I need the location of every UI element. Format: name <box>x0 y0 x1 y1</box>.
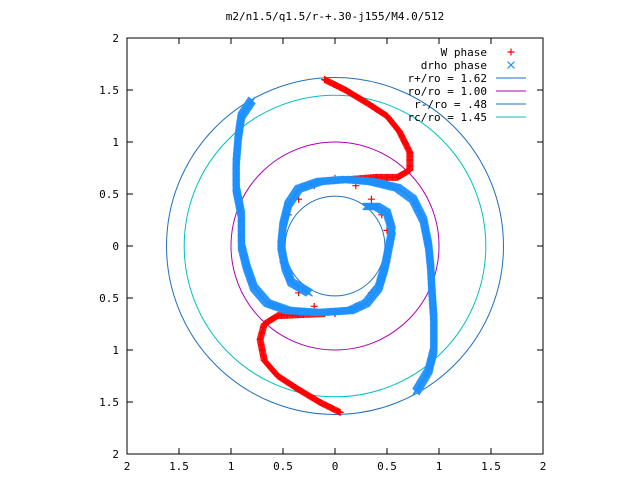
axes: 2 1.5 1 0.5 0 0.5 1 1.5 221.510.500.511.52 <box>99 32 546 473</box>
x-tick-label: 1 <box>436 460 443 473</box>
drho-phase-point <box>305 288 313 297</box>
x-tick-label: 0.5 <box>377 460 397 473</box>
reference-circles <box>166 77 504 415</box>
legend-label: r+/ro = 1.62 <box>408 72 487 85</box>
reference-circle <box>183 94 487 398</box>
reference-circle <box>166 77 504 415</box>
y-tick-label: 2 <box>112 448 119 461</box>
drho-phase-point <box>364 202 373 211</box>
y-tick-label: 0.5 <box>99 292 119 305</box>
drho-phase-point <box>365 202 374 211</box>
y-tick-label: 1 <box>112 344 119 357</box>
y-tick-label: 1 <box>112 136 119 149</box>
x-tick-label: 2 <box>124 460 131 473</box>
x-tick-label: 1.5 <box>169 460 189 473</box>
legend-label: rc/ro = 1.45 <box>408 111 487 124</box>
data-points <box>232 76 438 416</box>
drho-phase-point <box>363 202 372 211</box>
legend-swatch <box>507 48 515 56</box>
y-tick-label: 0.5 <box>99 188 119 201</box>
y-tick-label: 2 <box>112 32 119 45</box>
chart-title: m2/n1.5/q1.5/r-+.30-j155/M4.0/512 <box>226 10 445 23</box>
reference-circle <box>284 195 386 297</box>
legend-label: r-/ro = .48 <box>414 98 487 111</box>
legend-label: drho phase <box>421 59 487 72</box>
drho-phase-point <box>362 202 371 211</box>
legend-swatch <box>507 61 515 69</box>
y-tick-label: 1.5 <box>99 396 119 409</box>
legend-label: W phase <box>441 46 487 59</box>
y-tick-label: 0 <box>112 240 119 253</box>
legend-label: ro/ro = 1.00 <box>408 85 487 98</box>
w-phase-point <box>367 195 375 203</box>
reference-circle <box>230 141 440 351</box>
x-tick-label: 0 <box>332 460 339 473</box>
x-tick-label: 1 <box>228 460 235 473</box>
x-tick-label: 1.5 <box>481 460 501 473</box>
x-tick-label: 0.5 <box>273 460 293 473</box>
x-tick-label: 2 <box>540 460 547 473</box>
y-tick-label: 1.5 <box>99 84 119 97</box>
